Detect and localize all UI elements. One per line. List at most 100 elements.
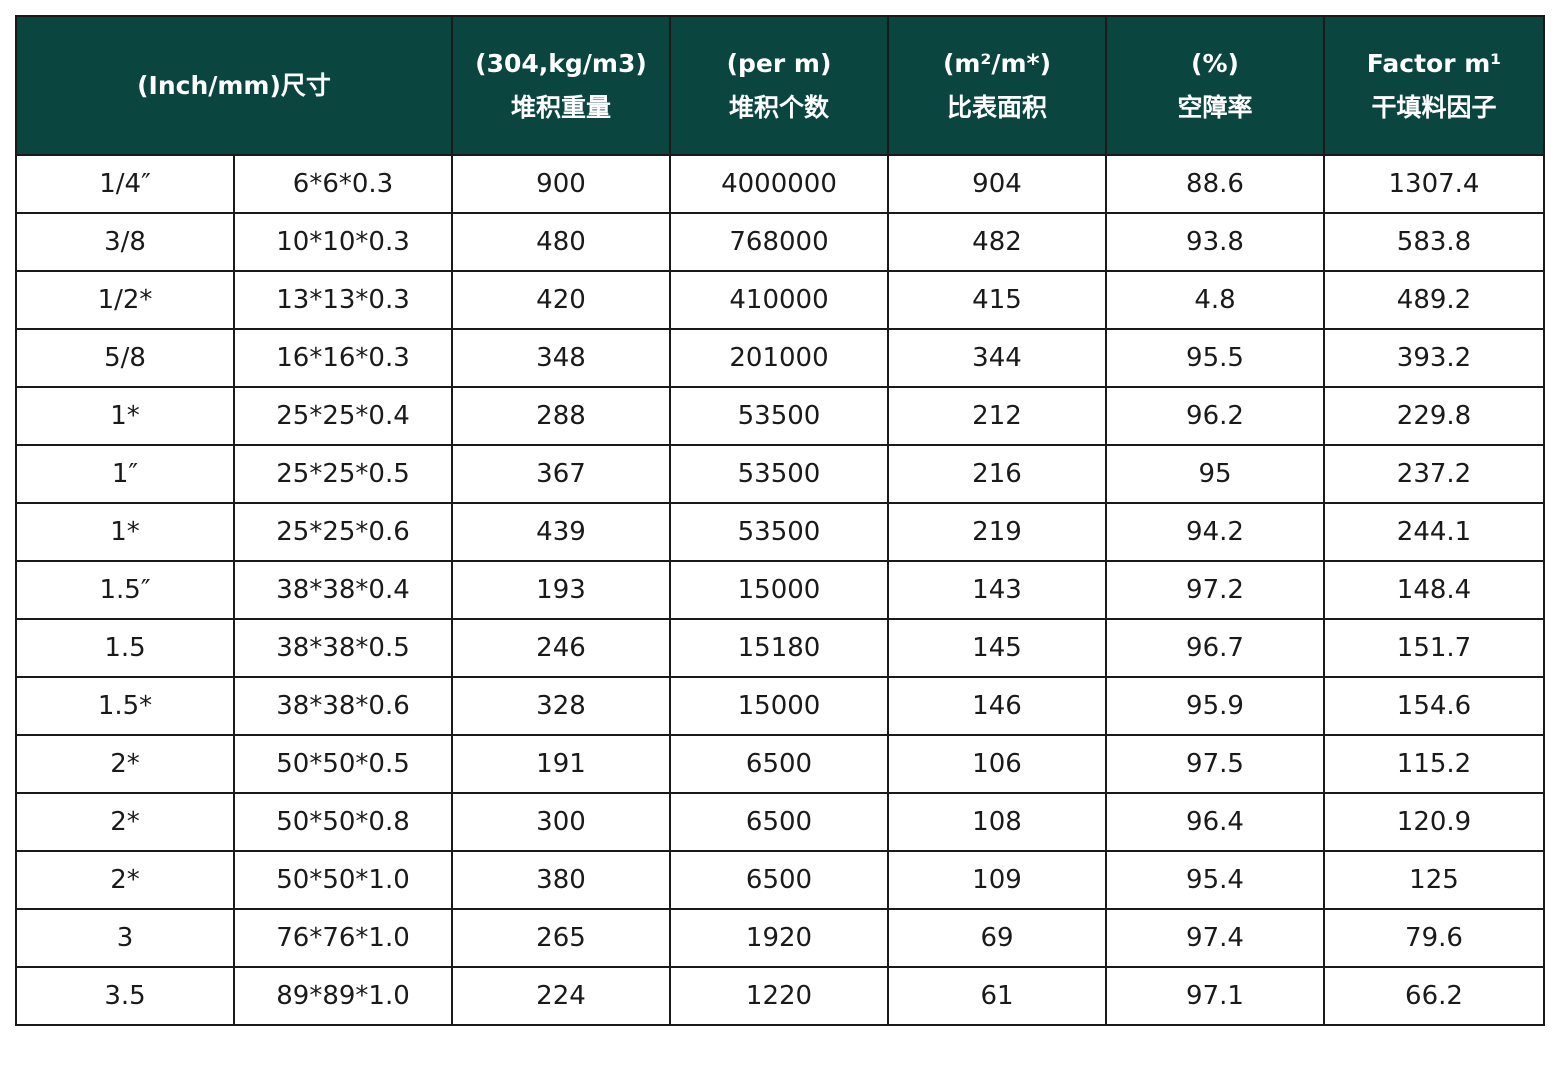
cell-inch: 2* xyxy=(15,734,235,794)
cell-inch: 1.5″ xyxy=(15,560,235,620)
cell-void-ratio: 97.1 xyxy=(1105,966,1325,1026)
cell-packing-factor: 125 xyxy=(1323,850,1545,910)
cell-void-ratio: 97.5 xyxy=(1105,734,1325,794)
cell-bulk-weight: 439 xyxy=(451,502,671,562)
cell-void-ratio: 88.6 xyxy=(1105,154,1325,214)
cell-bulk-weight: 367 xyxy=(451,444,671,504)
table-row: 2* 50*50*0.8 300 6500 108 96.4 120.9 xyxy=(15,792,1545,852)
cell-void-ratio: 96.7 xyxy=(1105,618,1325,678)
cell-specific-surface: 344 xyxy=(887,328,1107,388)
cell-packing-factor: 244.1 xyxy=(1323,502,1545,562)
cell-bulk-weight: 246 xyxy=(451,618,671,678)
cell-void-ratio: 95.9 xyxy=(1105,676,1325,736)
table-row: 2* 50*50*1.0 380 6500 109 95.4 125 xyxy=(15,850,1545,910)
table-row: 3.5 89*89*1.0 224 1220 61 97.1 66.2 xyxy=(15,966,1545,1026)
table-row: 1/2* 13*13*0.3 420 410000 415 4.8 489.2 xyxy=(15,270,1545,330)
cell-void-ratio: 96.4 xyxy=(1105,792,1325,852)
cell-inch: 2* xyxy=(15,792,235,852)
cell-specific-surface: 145 xyxy=(887,618,1107,678)
cell-bulk-weight: 900 xyxy=(451,154,671,214)
cell-bulk-count: 15180 xyxy=(669,618,889,678)
cell-specific-surface: 146 xyxy=(887,676,1107,736)
cell-bulk-weight: 191 xyxy=(451,734,671,794)
cell-packing-factor: 115.2 xyxy=(1323,734,1545,794)
cell-bulk-count: 6500 xyxy=(669,734,889,794)
cell-mm: 6*6*0.3 xyxy=(233,154,453,214)
cell-bulk-weight: 224 xyxy=(451,966,671,1026)
cell-void-ratio: 97.2 xyxy=(1105,560,1325,620)
cell-mm: 25*25*0.5 xyxy=(233,444,453,504)
table-header: (Inch/mm)尺寸 (304,kg/m3) 堆积重量 (per m) 堆积个… xyxy=(15,15,1545,156)
header-bulk-weight-unit: (304,kg/m3) xyxy=(475,48,647,78)
cell-mm: 38*38*0.4 xyxy=(233,560,453,620)
cell-inch: 2* xyxy=(15,850,235,910)
cell-specific-surface: 212 xyxy=(887,386,1107,446)
cell-inch: 3.5 xyxy=(15,966,235,1026)
cell-specific-surface: 106 xyxy=(887,734,1107,794)
cell-mm: 50*50*0.5 xyxy=(233,734,453,794)
cell-mm: 25*25*0.4 xyxy=(233,386,453,446)
cell-mm: 13*13*0.3 xyxy=(233,270,453,330)
cell-packing-factor: 151.7 xyxy=(1323,618,1545,678)
cell-specific-surface: 109 xyxy=(887,850,1107,910)
table-row: 5/8 16*16*0.3 348 201000 344 95.5 393.2 xyxy=(15,328,1545,388)
cell-bulk-weight: 420 xyxy=(451,270,671,330)
cell-bulk-count: 53500 xyxy=(669,386,889,446)
header-specific-surface-label: 比表面积 xyxy=(946,92,1047,122)
cell-packing-factor: 148.4 xyxy=(1323,560,1545,620)
header-bulk-weight-label: 堆积重量 xyxy=(510,92,611,122)
table-row: 1* 25*25*0.4 288 53500 212 96.2 229.8 xyxy=(15,386,1545,446)
cell-inch: 1* xyxy=(15,386,235,446)
cell-packing-factor: 237.2 xyxy=(1323,444,1545,504)
cell-mm: 76*76*1.0 xyxy=(233,908,453,968)
cell-bulk-count: 768000 xyxy=(669,212,889,272)
cell-bulk-count: 4000000 xyxy=(669,154,889,214)
cell-bulk-weight: 288 xyxy=(451,386,671,446)
cell-mm: 89*89*1.0 xyxy=(233,966,453,1026)
header-size: (Inch/mm)尺寸 xyxy=(15,15,453,156)
cell-bulk-weight: 300 xyxy=(451,792,671,852)
cell-void-ratio: 97.4 xyxy=(1105,908,1325,968)
spec-table: (Inch/mm)尺寸 (304,kg/m3) 堆积重量 (per m) 堆积个… xyxy=(15,15,1545,1026)
cell-bulk-count: 410000 xyxy=(669,270,889,330)
cell-mm: 16*16*0.3 xyxy=(233,328,453,388)
cell-packing-factor: 583.8 xyxy=(1323,212,1545,272)
cell-specific-surface: 482 xyxy=(887,212,1107,272)
cell-bulk-weight: 480 xyxy=(451,212,671,272)
header-row: (Inch/mm)尺寸 (304,kg/m3) 堆积重量 (per m) 堆积个… xyxy=(15,15,1545,156)
header-bulk-weight: (304,kg/m3) 堆积重量 xyxy=(451,15,671,156)
cell-bulk-count: 1920 xyxy=(669,908,889,968)
cell-packing-factor: 489.2 xyxy=(1323,270,1545,330)
cell-inch: 1/2* xyxy=(15,270,235,330)
cell-void-ratio: 95.4 xyxy=(1105,850,1325,910)
cell-packing-factor: 1307.4 xyxy=(1323,154,1545,214)
cell-bulk-count: 15000 xyxy=(669,676,889,736)
cell-inch: 1* xyxy=(15,502,235,562)
cell-mm: 50*50*1.0 xyxy=(233,850,453,910)
cell-void-ratio: 95.5 xyxy=(1105,328,1325,388)
cell-bulk-count: 53500 xyxy=(669,502,889,562)
cell-bulk-count: 201000 xyxy=(669,328,889,388)
cell-packing-factor: 229.8 xyxy=(1323,386,1545,446)
table-row: 3 76*76*1.0 265 1920 69 97.4 79.6 xyxy=(15,908,1545,968)
cell-specific-surface: 219 xyxy=(887,502,1107,562)
cell-inch: 1/4″ xyxy=(15,154,235,214)
cell-void-ratio: 93.8 xyxy=(1105,212,1325,272)
cell-mm: 10*10*0.3 xyxy=(233,212,453,272)
cell-inch: 5/8 xyxy=(15,328,235,388)
cell-bulk-weight: 265 xyxy=(451,908,671,968)
cell-specific-surface: 904 xyxy=(887,154,1107,214)
cell-bulk-weight: 328 xyxy=(451,676,671,736)
cell-bulk-weight: 348 xyxy=(451,328,671,388)
header-packing-factor-label: 干填料因子 xyxy=(1371,92,1497,122)
cell-inch: 1.5* xyxy=(15,676,235,736)
header-void-ratio-unit: (%) xyxy=(1191,48,1239,78)
cell-mm: 38*38*0.6 xyxy=(233,676,453,736)
header-bulk-count-unit: (per m) xyxy=(726,48,832,78)
table-row: 1.5″ 38*38*0.4 193 15000 143 97.2 148.4 xyxy=(15,560,1545,620)
cell-void-ratio: 95 xyxy=(1105,444,1325,504)
header-size-label: (Inch/mm)尺寸 xyxy=(137,70,331,100)
cell-specific-surface: 61 xyxy=(887,966,1107,1026)
header-packing-factor-unit: Factor m¹ xyxy=(1366,48,1502,78)
cell-mm: 50*50*0.8 xyxy=(233,792,453,852)
